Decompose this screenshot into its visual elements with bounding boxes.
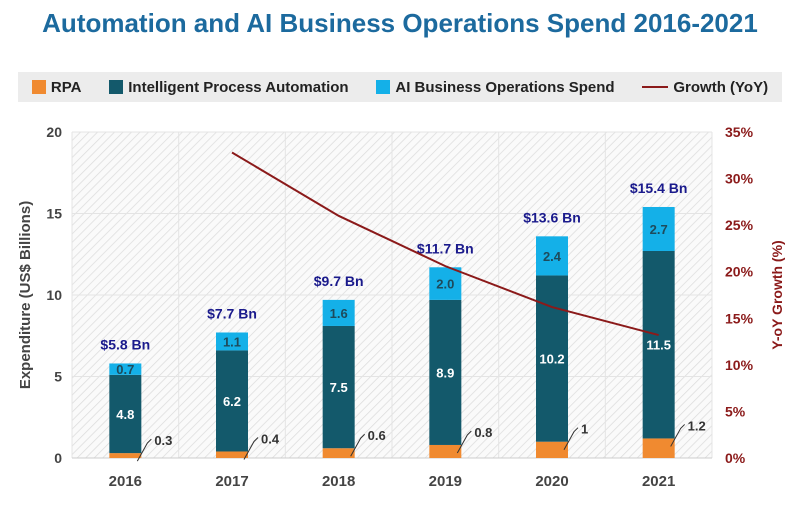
- data-label: 2.0: [436, 277, 454, 292]
- y-tick-label: 15: [46, 206, 62, 222]
- x-tick-label: 2019: [429, 473, 462, 490]
- legend-label: RPA: [50, 78, 82, 96]
- data-label: 0.4: [261, 431, 280, 446]
- bar-ai-business-operations-spend: [429, 267, 462, 300]
- bar-rpa: [216, 451, 248, 458]
- bar-rpa: [642, 438, 675, 458]
- legend-line: [642, 86, 669, 88]
- total-label: $7.7 Bn: [207, 305, 257, 321]
- legend-item-ai: AI Business Operations Spend: [376, 78, 615, 96]
- bar-intelligent-process-automation: [429, 299, 462, 445]
- y2-axis-title: Y-oY Growth (%): [769, 240, 785, 349]
- data-label: 0.8: [474, 425, 492, 440]
- y-tick-label: 20: [46, 124, 62, 140]
- bar-ai-business-operations-spend: [216, 332, 248, 351]
- y2-tick-label: 5%: [725, 403, 746, 419]
- data-label: 6.2: [223, 394, 241, 409]
- y2-tick-label: 0%: [725, 450, 746, 466]
- y-tick-label: 10: [46, 287, 62, 303]
- bar-ai-business-operations-spend: [109, 363, 142, 375]
- leader-line: [456, 430, 472, 454]
- legend-item-rpa: RPA: [31, 78, 82, 96]
- legend-swatch: [31, 80, 46, 94]
- bar-ai-business-operations-spend: [642, 206, 675, 251]
- data-label: 0.3: [154, 433, 172, 448]
- total-label: $5.8 Bn: [100, 336, 150, 352]
- bar-intelligent-process-automation: [216, 350, 248, 452]
- bar-ai-business-operations-spend: [322, 299, 355, 326]
- bar-rpa: [322, 448, 355, 458]
- total-label: $11.7 Bn: [417, 240, 474, 256]
- y2-tick-label: 15%: [725, 310, 754, 326]
- total-label: $15.4 Bn: [630, 180, 688, 196]
- y-axis-title: Expenditure (US$ Billions): [17, 201, 34, 389]
- legend-swatch: [109, 80, 124, 94]
- y2-tick-label: 30%: [725, 171, 754, 187]
- data-label: 4.8: [116, 407, 134, 422]
- x-tick-label: 2016: [109, 473, 142, 490]
- data-label: 2.4: [543, 249, 562, 264]
- bar-rpa: [429, 444, 462, 458]
- data-label: 0.7: [116, 362, 134, 377]
- data-label: 8.9: [436, 365, 454, 380]
- bar-intelligent-process-automation: [109, 374, 142, 454]
- leader-line: [670, 424, 686, 447]
- legend-item-growth: Growth (YoY): [642, 79, 768, 96]
- y2-tick-label: 35%: [725, 124, 754, 140]
- x-tick-label: 2017: [215, 473, 248, 490]
- chart-title: Automation and AI Business Operations Sp…: [42, 8, 758, 38]
- x-tick-label: 2018: [322, 473, 355, 490]
- x-tick-label: 2021: [642, 473, 675, 490]
- data-label: 1: [581, 422, 588, 437]
- data-label: 2.7: [650, 222, 668, 237]
- data-label: 1.2: [688, 418, 706, 433]
- legend: RPA Intelligent Process Automation AI Bu…: [18, 72, 782, 102]
- y2-tick-label: 20%: [725, 264, 754, 280]
- bar-intelligent-process-automation: [322, 325, 355, 449]
- total-label: $9.7 Bn: [314, 273, 364, 289]
- leader-line: [243, 437, 259, 460]
- bar-rpa: [536, 441, 568, 458]
- y2-tick-label: 25%: [725, 217, 754, 233]
- leader-line: [136, 438, 152, 462]
- y-tick-label: 0: [54, 450, 62, 466]
- x-tick-label: 2020: [535, 473, 568, 490]
- total-label: $13.6 Bn: [523, 209, 581, 225]
- bar-ai-business-operations-spend: [536, 236, 568, 276]
- legend-label: Growth (YoY): [673, 78, 769, 96]
- leader-line: [350, 433, 366, 457]
- data-label: 7.5: [330, 380, 348, 395]
- growth-line: [231, 151, 659, 337]
- legend-swatch: [376, 80, 391, 94]
- data-label: 0.6: [368, 428, 386, 443]
- data-label: 11.5: [646, 338, 671, 353]
- data-label: 1.1: [223, 334, 241, 349]
- y2-tick-label: 10%: [725, 357, 754, 373]
- bar-intelligent-process-automation: [642, 250, 675, 439]
- legend-label: Intelligent Process Automation: [128, 78, 349, 96]
- data-label: 1.6: [330, 306, 348, 321]
- y-tick-label: 5: [54, 369, 62, 385]
- legend-label: AI Business Operations Spend: [395, 78, 615, 96]
- leader-line: [563, 427, 579, 450]
- data-label: 10.2: [539, 352, 564, 367]
- bar-rpa: [109, 453, 142, 458]
- legend-item-ipa: Intelligent Process Automation: [109, 78, 349, 96]
